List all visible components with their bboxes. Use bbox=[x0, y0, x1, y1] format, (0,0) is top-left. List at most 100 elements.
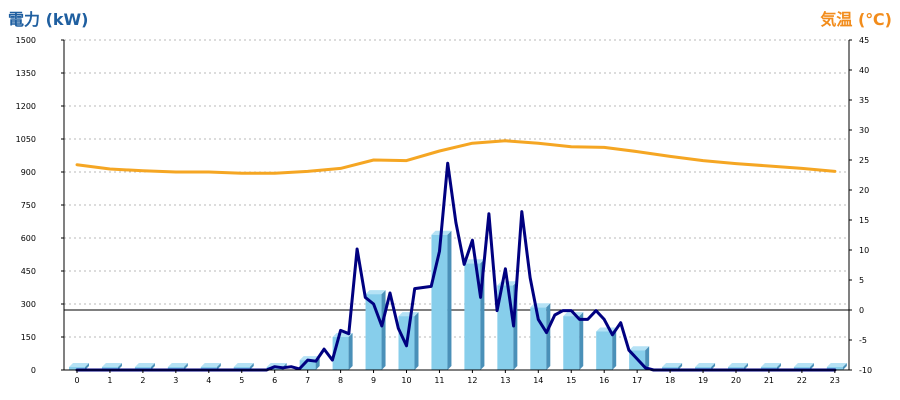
x-tick-label: 20 bbox=[731, 376, 741, 385]
power-bar-top bbox=[826, 363, 847, 367]
power-bar-side bbox=[216, 363, 221, 370]
x-tick-label: 4 bbox=[206, 376, 211, 385]
power-bar-top bbox=[101, 363, 122, 367]
temperature-line bbox=[75, 139, 837, 175]
power-bar-top bbox=[365, 290, 386, 295]
axes bbox=[61, 39, 852, 373]
x-tick-label: 14 bbox=[533, 376, 543, 385]
power-bar bbox=[464, 263, 481, 370]
power-bar-side bbox=[183, 363, 188, 370]
power-bar-top bbox=[167, 363, 188, 367]
power-bar-side bbox=[117, 363, 122, 370]
x-tick-label: 19 bbox=[698, 376, 708, 385]
x-tick-label: 18 bbox=[665, 376, 675, 385]
power-bar-side bbox=[776, 363, 781, 370]
right-tick-label: 30 bbox=[859, 126, 869, 135]
power-bar-top bbox=[629, 346, 650, 351]
left-tick-label: 300 bbox=[21, 300, 36, 309]
power-bar-side bbox=[381, 290, 386, 370]
right-tick-label: 35 bbox=[859, 96, 869, 105]
power-bar-side bbox=[842, 363, 847, 370]
power-bar-top bbox=[398, 312, 419, 317]
power-bar-side bbox=[645, 346, 650, 370]
right-tick-label: 0 bbox=[859, 306, 864, 315]
left-tick-label: 450 bbox=[21, 267, 36, 276]
power-bar bbox=[530, 307, 547, 370]
right-tick-label: -10 bbox=[859, 366, 872, 375]
right-tick-label: 10 bbox=[859, 246, 869, 255]
x-tick-label: 11 bbox=[434, 376, 444, 385]
power-bar-side bbox=[447, 230, 452, 370]
left-tick-label: 150 bbox=[21, 333, 36, 342]
left-tick-label: 1200 bbox=[16, 102, 36, 111]
x-tick-label: 16 bbox=[599, 376, 609, 385]
x-tick-label: 8 bbox=[338, 376, 343, 385]
right-tick-label: 15 bbox=[859, 216, 869, 225]
power-bar bbox=[563, 316, 580, 370]
power-bar-side bbox=[612, 327, 617, 370]
power-bar-top bbox=[760, 363, 781, 367]
x-tick-label: 1 bbox=[107, 376, 112, 385]
power-bar bbox=[299, 360, 316, 370]
x-tick-label: 10 bbox=[401, 376, 411, 385]
left-tick-label: 1500 bbox=[16, 36, 36, 45]
tick-labels: 01503004506007509001050120013501500-10-5… bbox=[16, 36, 872, 385]
power-bar-side bbox=[546, 303, 551, 370]
x-tick-label: 21 bbox=[764, 376, 774, 385]
power-bars bbox=[69, 230, 847, 370]
power-bar-side bbox=[809, 363, 814, 370]
power-bar-side bbox=[579, 312, 584, 370]
power-bar-top bbox=[728, 363, 748, 367]
x-tick-label: 15 bbox=[566, 376, 576, 385]
left-axis-title: 電力 (kW) bbox=[8, 10, 89, 29]
left-tick-label: 600 bbox=[21, 234, 36, 243]
power-bar-top bbox=[662, 363, 683, 367]
x-tick-label: 13 bbox=[500, 376, 510, 385]
power-bar-side bbox=[414, 312, 419, 370]
power-bar-side bbox=[348, 333, 353, 370]
power-bar-top bbox=[134, 363, 155, 367]
left-tick-label: 1050 bbox=[16, 135, 36, 144]
x-tick-label: 12 bbox=[467, 376, 477, 385]
power-bar-side bbox=[678, 363, 683, 370]
x-tick-label: 0 bbox=[74, 376, 79, 385]
power-bar-side bbox=[249, 363, 254, 370]
left-tick-label: 0 bbox=[31, 366, 36, 375]
x-tick-label: 3 bbox=[173, 376, 178, 385]
power-bar-top bbox=[69, 363, 89, 367]
power-bar bbox=[596, 331, 613, 370]
right-tick-label: 5 bbox=[859, 276, 864, 285]
power-bar-side bbox=[711, 363, 716, 370]
right-tick-label: 25 bbox=[859, 156, 869, 165]
x-tick-label: 6 bbox=[272, 376, 277, 385]
power-bar-top bbox=[233, 363, 254, 367]
power-bar-top bbox=[266, 363, 287, 367]
x-tick-label: 7 bbox=[305, 376, 310, 385]
power-bar-top bbox=[299, 356, 320, 361]
right-tick-label: 40 bbox=[859, 66, 869, 75]
power-line bbox=[75, 161, 837, 372]
power-bar-top bbox=[793, 363, 814, 367]
power-bar bbox=[266, 367, 283, 370]
left-tick-label: 900 bbox=[21, 168, 36, 177]
x-tick-label: 5 bbox=[239, 376, 244, 385]
right-axis-title: 気温 (℃) bbox=[820, 10, 892, 29]
power-bar-top bbox=[695, 363, 716, 367]
right-tick-label: -5 bbox=[859, 336, 867, 345]
series-lines bbox=[75, 139, 837, 372]
x-tick-label: 17 bbox=[632, 376, 642, 385]
x-tick-label: 22 bbox=[797, 376, 807, 385]
grid-lines bbox=[64, 39, 849, 338]
x-tick-label: 23 bbox=[830, 376, 840, 385]
x-tick-label: 9 bbox=[371, 376, 376, 385]
power-bar-top bbox=[200, 363, 221, 367]
right-tick-label: 45 bbox=[859, 36, 869, 45]
left-tick-label: 750 bbox=[21, 201, 36, 210]
power-bar-side bbox=[85, 363, 89, 370]
power-bar-side bbox=[744, 363, 748, 370]
x-tick-label: 2 bbox=[140, 376, 145, 385]
power-bar-side bbox=[150, 363, 155, 370]
right-tick-label: 20 bbox=[859, 186, 869, 195]
left-tick-label: 1350 bbox=[16, 69, 36, 78]
